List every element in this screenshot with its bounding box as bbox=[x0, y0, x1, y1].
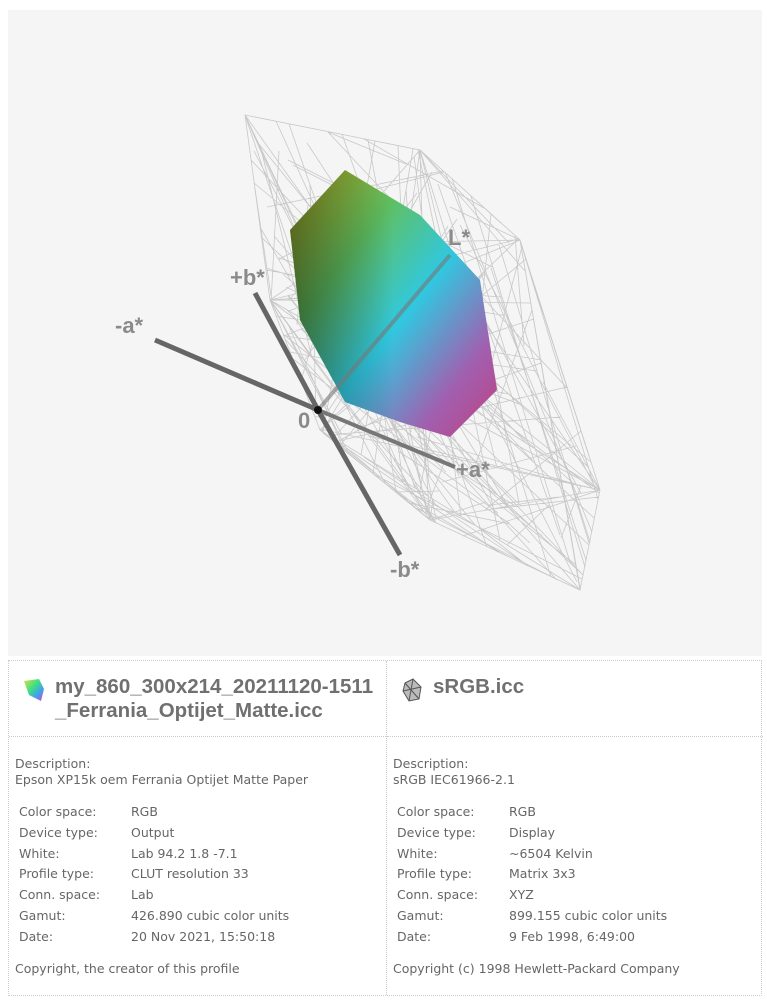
field-value: RGB bbox=[131, 804, 158, 819]
field-value: RGB bbox=[509, 804, 536, 819]
profile-title: sRGB.icc bbox=[433, 675, 525, 698]
field-label: Conn. space: bbox=[19, 887, 101, 903]
gamut-3d-viewer[interactable]: L* +a* -a* +b* -b* 0 bbox=[8, 10, 762, 656]
copyright: Copyright (c) 1998 Hewlett-Packard Compa… bbox=[393, 961, 680, 976]
field-value: Lab bbox=[131, 887, 154, 903]
description-value: sRGB IEC61966-2.1 bbox=[393, 772, 515, 787]
field-row: Color space: RGB bbox=[397, 804, 667, 825]
field-label: Device type: bbox=[19, 824, 98, 840]
field-row: Profile type: CLUT resolution 33 bbox=[19, 866, 289, 887]
field-row: Color space: RGB bbox=[19, 804, 289, 825]
description-value: Epson XP15k oem Ferrania Optijet Matte P… bbox=[15, 772, 309, 787]
field-value: 20 Nov 2021, 15:50:18 bbox=[131, 928, 276, 944]
field-label: Profile type: bbox=[397, 866, 472, 882]
field-row: Date: 9 Feb 1998, 6:49:00 bbox=[397, 929, 667, 950]
field-label: White: bbox=[19, 845, 60, 861]
profile-gamut-solid bbox=[290, 170, 497, 437]
field-value: Lab 94.2 1.8 -7.1 bbox=[131, 845, 238, 861]
gamut-wireframe-icon bbox=[402, 678, 422, 702]
description-label: Description: bbox=[393, 756, 469, 771]
axis-label-minus-b: -b* bbox=[390, 557, 420, 582]
axis-label-plus-a: +a* bbox=[456, 457, 490, 482]
field-row: White: Lab 94.2 1.8 -7.1 bbox=[19, 846, 289, 867]
field-value: ~6504 Kelvin bbox=[509, 845, 593, 861]
axis-label-plus-b: +b* bbox=[230, 265, 265, 290]
field-label: Color space: bbox=[397, 804, 475, 819]
field-label: Color space: bbox=[19, 804, 97, 819]
field-label: Gamut: bbox=[19, 907, 66, 923]
axis-l bbox=[316, 253, 452, 412]
field-label: White: bbox=[397, 845, 438, 861]
field-value: 899.155 cubic color units bbox=[509, 907, 668, 923]
axis-plus-a bbox=[317, 408, 456, 469]
field-label: Device type: bbox=[397, 824, 476, 840]
axis-plus-b bbox=[252, 291, 321, 412]
origin-point bbox=[314, 406, 322, 414]
field-value: CLUT resolution 33 bbox=[131, 866, 249, 882]
profile-column-1: my_860_300x214_20211120-1511_Ferrania_Op… bbox=[9, 661, 387, 995]
field-value: Output bbox=[131, 824, 175, 840]
field-label: Date: bbox=[19, 928, 54, 944]
axis-minus-a bbox=[154, 337, 319, 413]
field-value: 426.890 cubic color units bbox=[131, 907, 290, 923]
field-row: Profile type: Matrix 3x3 bbox=[397, 866, 667, 887]
field-label: Profile type: bbox=[19, 866, 94, 882]
field-value: XYZ bbox=[509, 887, 534, 903]
axis-minus-b bbox=[315, 408, 403, 557]
axis-label-l: L* bbox=[448, 225, 470, 250]
field-label: Date: bbox=[397, 928, 432, 944]
description-label: Description: bbox=[15, 756, 91, 771]
field-value: 9 Feb 1998, 6:49:00 bbox=[509, 928, 635, 944]
profile-title: my_860_300x214_20211120-1511_Ferrania_Op… bbox=[55, 675, 374, 722]
field-value: Display bbox=[509, 824, 556, 840]
profile-info-table: my_860_300x214_20211120-1511_Ferrania_Op… bbox=[8, 660, 763, 996]
field-row: Device type: Output bbox=[19, 825, 289, 846]
field-row: White: ~6504 Kelvin bbox=[397, 846, 667, 867]
profile-fields: Color space: RGB Device type: Output White: L… bbox=[19, 804, 289, 950]
field-label: Gamut: bbox=[397, 907, 444, 923]
field-row: Gamut: 426.890 cubic color units bbox=[19, 908, 289, 929]
axis-label-minus-a: -a* bbox=[115, 313, 144, 338]
field-value: Matrix 3x3 bbox=[509, 866, 576, 882]
field-row: Conn. space: Lab bbox=[19, 887, 289, 908]
profile-fields: Color space: RGB Device type: Display White:… bbox=[397, 804, 667, 950]
field-row: Conn. space: XYZ bbox=[397, 887, 667, 908]
field-row: Gamut: 899.155 cubic color units bbox=[397, 908, 667, 929]
axis-label-origin: 0 bbox=[298, 408, 310, 433]
copyright: Copyright, the creator of this profile bbox=[15, 961, 240, 976]
profile-column-2: sRGB.icc Description: sRGB IEC61966-2.1 C… bbox=[387, 661, 763, 995]
field-label: Conn. space: bbox=[397, 887, 479, 903]
field-row: Device type: Display bbox=[397, 825, 667, 846]
gamut-color-icon bbox=[24, 679, 44, 701]
field-row: Date: 20 Nov 2021, 15:50:18 bbox=[19, 929, 289, 950]
